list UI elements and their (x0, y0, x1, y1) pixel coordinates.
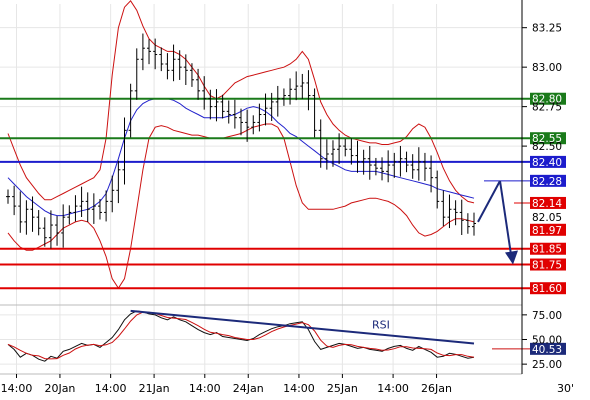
x-tick-label: 24Jan (233, 382, 264, 395)
rsi-line (7, 310, 475, 362)
level-label: 81.85 (532, 244, 562, 256)
level-label-bg (530, 155, 566, 168)
level-label-bg (530, 223, 566, 236)
x-tick-label: 14:00 (283, 382, 315, 395)
timeframe-label: 30' (557, 382, 574, 395)
level-label: 82.80 (532, 94, 562, 106)
level-label-bg (530, 132, 566, 145)
rsi-signal-line (7, 311, 475, 360)
rsi-panel: RSI 40.53 (7, 309, 566, 362)
axes: 83.25 83.00 82.75 82.50 75.00 50.00 25.00 14:00… (1, 0, 562, 395)
x-tick-label: 25Jan (327, 382, 358, 395)
rsi-current-label: 40.53 (532, 344, 562, 356)
level-label-bg (530, 196, 566, 209)
x-tick-label: 21Jan (139, 382, 170, 395)
level-label-bg (530, 282, 566, 295)
rsi-y-tick-label: 25.00 (532, 359, 562, 371)
level-label: 81.75 (532, 260, 562, 272)
forecast-arrow-head (505, 250, 518, 265)
rsi-y-tick-label: 50.00 (532, 335, 562, 347)
level-label: 82.14 (532, 198, 562, 210)
rsi-current-label-bg (530, 342, 566, 355)
x-tick-label: 14:00 (1, 382, 33, 395)
rsi-y-tick-label: 75.00 (532, 310, 562, 322)
forecast-arrow-line (499, 180, 512, 255)
level-label-bg (530, 211, 566, 224)
price-bars (6, 33, 476, 249)
rsi-trendline (130, 309, 475, 345)
rsi-label: RSI (372, 319, 390, 332)
grid (0, 4, 522, 375)
level-label: 82.40 (532, 157, 562, 169)
level-label: 81.97 (532, 225, 562, 237)
bollinger-upper-line (7, 0, 475, 204)
x-tick-label: 14:00 (189, 382, 221, 395)
level-label-bg (530, 242, 566, 255)
level-label-bg (530, 174, 566, 187)
x-tick-label: 14:00 (377, 382, 409, 395)
level-label: 82.28 (532, 176, 562, 188)
level-label: 82.55 (532, 133, 562, 145)
x-tick-label: 20Jan (44, 382, 75, 395)
forecast-arrow-line (477, 180, 501, 223)
y-tick-label: 82.50 (532, 141, 562, 153)
y-tick-label: 82.75 (532, 102, 562, 114)
level-label: 82.05 (532, 212, 562, 224)
level-label-bg (530, 92, 566, 105)
x-tick-label: 26Jan (421, 382, 452, 395)
y-tick-label: 83.00 (532, 62, 562, 74)
level-label-bg (530, 258, 566, 271)
level-label: 81.60 (532, 283, 562, 295)
y-tick-label: 83.25 (532, 23, 562, 35)
x-tick-label: 14:00 (95, 382, 127, 395)
